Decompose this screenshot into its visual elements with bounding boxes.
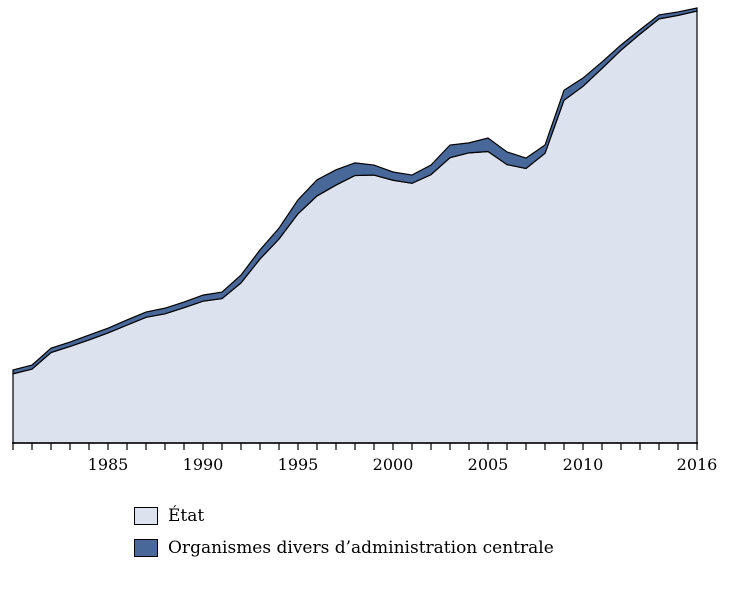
- legend-item-etat: État: [134, 506, 554, 526]
- area-odac: [12, 7, 698, 375]
- x-axis-tick-label: 1985: [88, 455, 129, 474]
- legend-label-etat: État: [168, 506, 205, 526]
- legend-item-odac: Organismes divers d’administration centr…: [134, 538, 554, 558]
- x-axis-tick-label: 2005: [468, 455, 509, 474]
- chart-area: 1985 1990 1995 2000 2005 2010 2016: [12, 7, 718, 474]
- legend-swatch-odac: [134, 539, 158, 557]
- x-axis-tick-label: 2000: [373, 455, 414, 474]
- debt-stacked-area-chart: 1985 1990 1995 2000 2005 2010 2016: [12, 7, 718, 474]
- legend-label-odac: Organismes divers d’administration centr…: [168, 538, 554, 558]
- chart-legend: État Organismes divers d’administration …: [134, 506, 554, 558]
- x-axis-tick-label: 2016: [677, 455, 718, 474]
- x-axis-tick-label: 1995: [278, 455, 319, 474]
- x-axis-tick-label: 2010: [563, 455, 604, 474]
- legend-swatch-etat: [134, 507, 158, 525]
- x-axis-tick-label: 1990: [183, 455, 224, 474]
